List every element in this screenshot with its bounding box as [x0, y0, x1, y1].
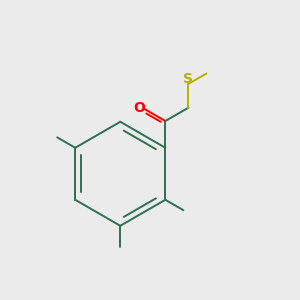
Text: S: S: [184, 72, 194, 86]
Text: O: O: [134, 100, 145, 115]
